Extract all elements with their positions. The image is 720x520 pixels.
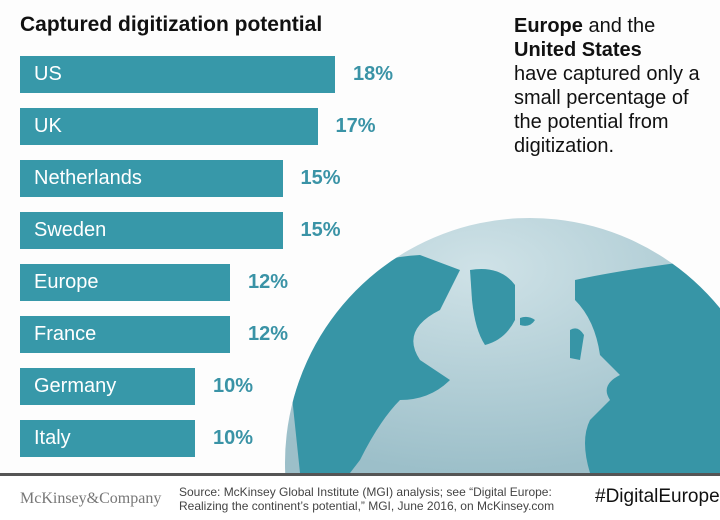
bar-uk: UK <box>20 108 318 145</box>
source-note: Source: McKinsey Global Institute (MGI) … <box>179 485 554 513</box>
bar-germany: Germany <box>20 368 195 405</box>
bar-us: US <box>20 56 335 93</box>
bar-label: Netherlands <box>34 167 142 189</box>
footer: McKinsey&Company Source: McKinsey Global… <box>0 476 720 520</box>
value-label: 15% <box>300 219 341 241</box>
bar-netherlands: Netherlands <box>20 160 283 197</box>
value-label: 10% <box>213 427 254 449</box>
value-label: 12% <box>248 271 289 293</box>
value-label: 10% <box>213 375 254 397</box>
source-line: Realizing the continent’s potential,” MG… <box>179 499 555 513</box>
chart-title: Captured digitization potential <box>20 13 323 36</box>
bar-label: Europe <box>34 271 99 293</box>
bar-label: Italy <box>34 427 71 449</box>
bar-label: France <box>34 323 97 345</box>
value-label: 17% <box>335 115 376 137</box>
bar-italy: Italy <box>20 420 195 457</box>
note-text: have captured only a small percentage of… <box>514 63 700 157</box>
note-bold-us: United States <box>514 39 642 61</box>
divider <box>0 473 720 476</box>
value-label: 15% <box>300 167 341 189</box>
mckinsey-logo: McKinsey&Company <box>20 490 162 507</box>
note-bold-europe: Europe <box>514 15 583 37</box>
value-label: 18% <box>353 63 394 85</box>
source-line: Source: McKinsey Global Institute (MGI) … <box>179 485 552 499</box>
value-label: 12% <box>248 323 289 345</box>
bar-label: Sweden <box>34 219 107 241</box>
note-text: and the <box>582 15 656 37</box>
bar-label: US <box>34 63 62 85</box>
annotation-text: Europe and the United States have captur… <box>514 14 714 158</box>
hashtag: #DigitalEurope <box>595 486 720 507</box>
bar-label: Germany <box>34 375 117 397</box>
bar-sweden: Sweden <box>20 212 283 249</box>
globe-illustration <box>284 217 720 473</box>
bar-france: France <box>20 316 230 353</box>
bar-europe: Europe <box>20 264 230 301</box>
bar-label: UK <box>34 115 62 137</box>
